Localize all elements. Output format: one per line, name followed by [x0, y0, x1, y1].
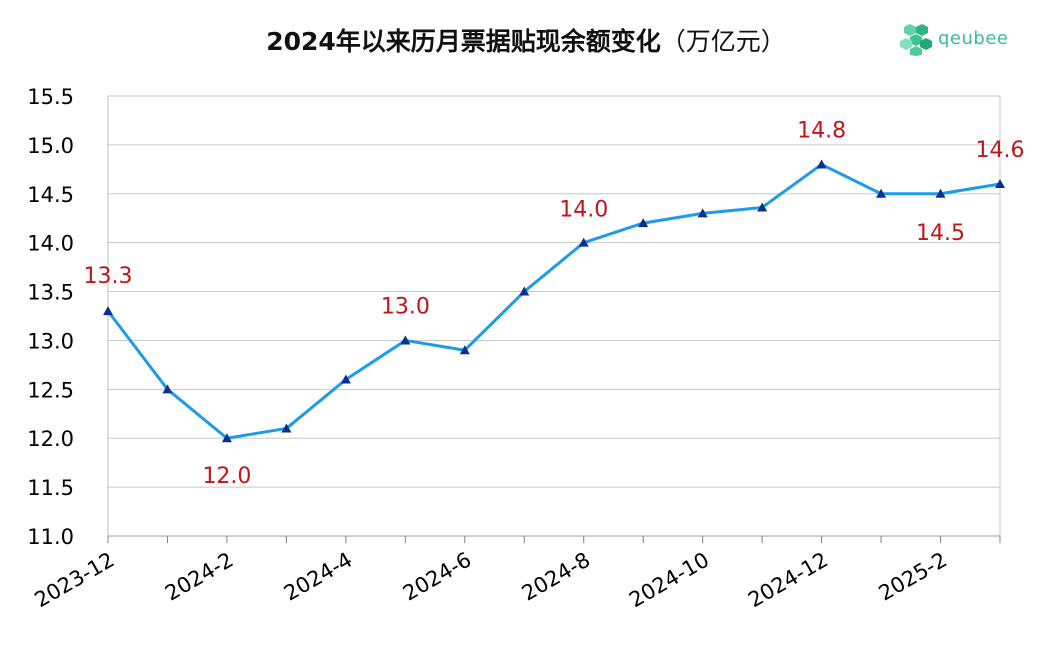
- series-lines: [106, 162, 1001, 440]
- x-tick-label: 2024-2: [161, 548, 237, 606]
- data-point-marker: [935, 188, 946, 198]
- data-point-marker: [816, 159, 827, 169]
- y-tick-label: 11.0: [27, 525, 74, 549]
- data-label: 14.8: [797, 118, 846, 143]
- data-point-marker: [757, 202, 768, 212]
- data-label: 14.6: [976, 138, 1025, 163]
- y-tick-label: 15.5: [27, 85, 74, 109]
- y-tick-label: 12.5: [27, 378, 74, 402]
- y-tick-label: 13.0: [27, 329, 74, 353]
- chart-title: 2024年以来历月票据贴现余额变化（万亿元）: [0, 22, 1052, 58]
- data-point-marker: [400, 335, 411, 345]
- y-tick-label: 15.0: [27, 134, 74, 158]
- data-point-marker: [876, 188, 887, 198]
- x-tick-label: 2025-2: [875, 548, 951, 606]
- chart-title-main: 2024年以来历月票据贴现余额变化: [266, 27, 661, 56]
- data-label: 12.0: [202, 464, 251, 489]
- data-point-marker: [221, 433, 232, 443]
- data-point-marker: [340, 374, 351, 384]
- data-point-marker: [638, 218, 649, 228]
- data-point-marker: [578, 237, 589, 247]
- data-point-marker: [281, 423, 292, 433]
- x-tick-label: 2024-6: [399, 548, 475, 606]
- data-point-marker: [103, 306, 113, 316]
- data-point-marker: [162, 384, 173, 394]
- x-tick-label: 2024-12: [744, 548, 832, 613]
- y-tick-label: 12.0: [27, 427, 74, 451]
- data-label: 13.3: [84, 264, 133, 289]
- axes: 11.0 11.5 12.0 12.5 13.0 13.5 14.0 14.5 15.0 15.5…: [27, 85, 1001, 613]
- y-tick-label: 11.5: [27, 476, 74, 500]
- cube-logo-icon: [900, 24, 932, 56]
- data-point-marker: [459, 345, 470, 355]
- data-label: 13.0: [381, 294, 430, 319]
- chart-title-unit: （万亿元）: [660, 27, 786, 56]
- data-labels: 13.3 12.0 13.0 14.0 14.8 14.5 14.6: [84, 118, 1025, 489]
- y-tick-label: 13.5: [27, 281, 74, 305]
- data-point-marker: [519, 286, 530, 296]
- series-markers: [103, 159, 1005, 443]
- data-point-marker: [995, 179, 1005, 188]
- x-tick-label: 2024-4: [280, 548, 356, 606]
- qeubee-logo: qeubee: [900, 20, 1020, 60]
- data-label: 14.5: [916, 221, 965, 246]
- x-tick-label: 2023-12: [31, 548, 119, 613]
- data-point-marker: [697, 208, 708, 218]
- grid-lines: [108, 95, 1001, 536]
- y-tick-label: 14.5: [27, 183, 74, 207]
- x-tick-label: 2024-10: [625, 548, 713, 613]
- y-tick-label: 14.0: [27, 232, 74, 256]
- x-tick-label: 2024-8: [518, 548, 594, 606]
- data-label: 14.0: [559, 198, 608, 223]
- logo-text: qeubee: [938, 28, 1009, 49]
- series-line: [106, 162, 1001, 440]
